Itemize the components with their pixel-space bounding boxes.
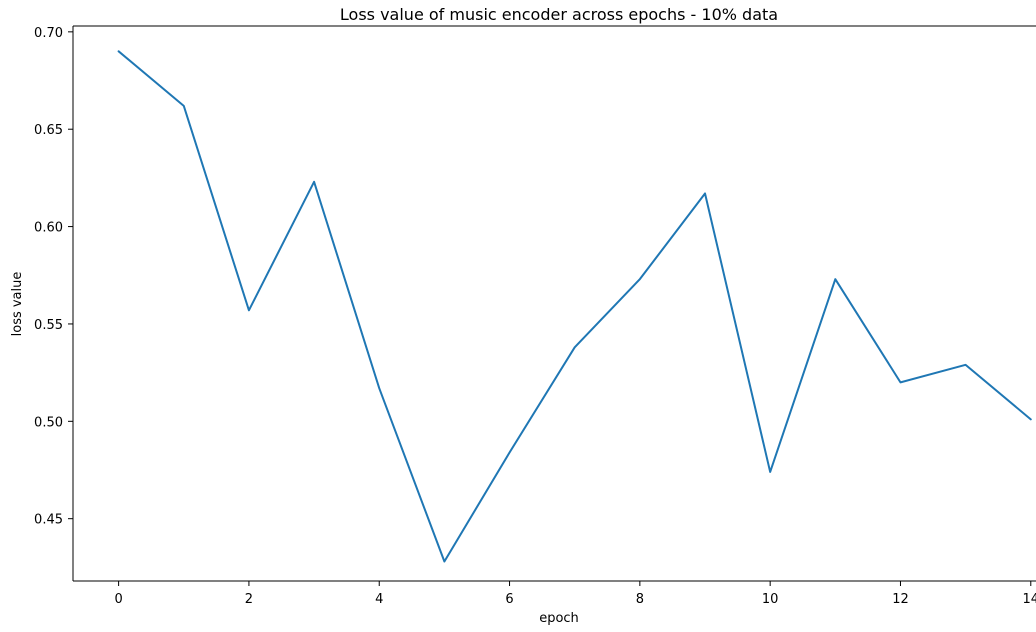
x-tick-label: 4	[375, 592, 383, 607]
chart-title: Loss value of music encoder across epoch…	[340, 5, 778, 24]
x-tick-label: 10	[762, 592, 779, 607]
y-tick-label: 0.65	[34, 123, 63, 138]
x-tick-label: 14	[1023, 592, 1036, 607]
y-tick-label: 0.60	[34, 221, 63, 236]
x-tick-label: 8	[636, 592, 644, 607]
y-tick-label: 0.45	[34, 513, 63, 528]
y-tick-label: 0.50	[34, 415, 63, 430]
series-line-0	[117, 50, 1032, 563]
x-axis-ticks: 0 2 4 6 8 10 12 14	[114, 581, 1036, 607]
x-axis-label: epoch	[539, 611, 579, 626]
y-tick-label: 0.55	[34, 318, 63, 333]
x-tick-label: 6	[505, 592, 513, 607]
y-tick-label: 0.70	[34, 26, 63, 41]
x-tick-label: 2	[245, 592, 253, 607]
plot-area	[117, 50, 1032, 563]
x-tick-label: 0	[114, 592, 122, 607]
y-axis-ticks: 0.45 0.50 0.55 0.60 0.65 0.70	[34, 26, 73, 528]
x-tick-label: 12	[892, 592, 909, 607]
y-axis-label: loss value	[10, 272, 25, 337]
